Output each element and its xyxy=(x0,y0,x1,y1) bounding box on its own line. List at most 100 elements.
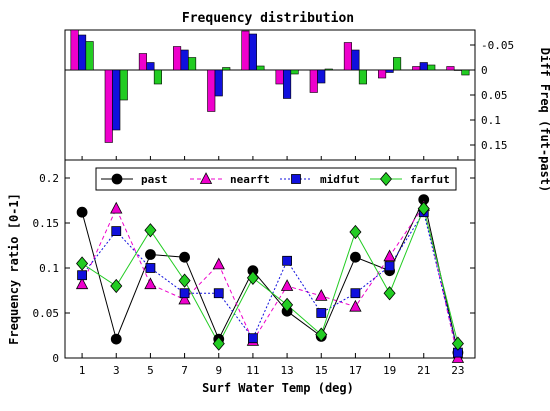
top-y-tick-label: 0 xyxy=(481,64,488,77)
point-midfut xyxy=(145,263,156,273)
point-past xyxy=(350,251,361,263)
point-farfut xyxy=(110,278,123,294)
point-midfut xyxy=(111,226,122,237)
legend-label-past: past xyxy=(141,173,168,186)
bottom-chart-x-axis-label: Surf Water Temp (deg) xyxy=(202,381,354,395)
bottom-y-tick-label: 0.05 xyxy=(33,307,60,320)
point-midfut xyxy=(77,270,87,281)
point-nearft xyxy=(280,279,294,291)
bottom-y-tick-label: 0.2 xyxy=(39,172,59,185)
bar-farfut xyxy=(119,69,128,101)
bar-nearft xyxy=(378,69,387,79)
top-chart-y-axis-label: Diff Freq (fut-past) xyxy=(538,48,550,193)
bottom-x-tick-label: 21 xyxy=(417,364,430,377)
top-chart-title: Frequency distribution xyxy=(182,11,354,26)
bar-farfut xyxy=(85,41,94,71)
point-farfut xyxy=(246,270,259,286)
point-midfut xyxy=(316,308,327,318)
bar-farfut xyxy=(222,67,231,71)
point-midfut xyxy=(213,288,224,299)
series-line-past xyxy=(81,198,459,353)
bottom-plot-frame xyxy=(64,159,476,359)
bar-farfut xyxy=(256,65,265,71)
bar-farfut xyxy=(153,69,162,85)
legend: past nearft midfut farfut xyxy=(95,167,457,191)
legend-marker-past xyxy=(111,173,123,185)
bottom-x-tick-label: 1 xyxy=(79,364,86,377)
bar-midfut xyxy=(419,62,428,71)
bar-nearft xyxy=(309,69,318,93)
bottom-x-tick-label: 19 xyxy=(383,364,396,377)
legend-marker-nearft xyxy=(199,172,213,184)
point-farfut xyxy=(178,273,191,288)
bar-midfut xyxy=(317,69,326,84)
bar-midfut xyxy=(351,49,360,71)
bar-nearft xyxy=(343,42,352,71)
point-farfut xyxy=(281,297,294,313)
bottom-y-tick-label: 0.15 xyxy=(33,217,60,230)
series-line-nearft xyxy=(81,204,459,359)
bar-nearft xyxy=(446,66,455,71)
point-farfut xyxy=(144,223,157,238)
bar-nearft xyxy=(412,66,421,71)
top-y-tick-label: 0.15 xyxy=(481,139,508,152)
top-y-tick-label: -0.05 xyxy=(481,39,514,52)
bar-midfut xyxy=(283,69,292,99)
bar-farfut xyxy=(188,57,197,71)
bar-farfut xyxy=(290,69,299,75)
bottom-x-tick-label: 17 xyxy=(349,364,362,377)
point-midfut xyxy=(384,261,395,272)
bottom-x-tick-label: 15 xyxy=(315,364,328,377)
point-farfut xyxy=(76,256,89,271)
bottom-y-tick-label: 0.1 xyxy=(39,262,59,275)
bottom-y-tick-label: 0 xyxy=(52,352,59,365)
point-nearft xyxy=(315,289,328,301)
bottom-x-tick-label: 13 xyxy=(280,364,293,377)
bar-nearft xyxy=(138,53,147,71)
point-farfut xyxy=(417,201,430,216)
point-past xyxy=(179,251,190,263)
legend-marker-farfut xyxy=(379,171,393,187)
bar-farfut xyxy=(427,64,436,71)
bar-farfut xyxy=(324,68,333,71)
bar-midfut xyxy=(248,33,257,71)
bar-midfut xyxy=(146,62,155,71)
legend-label-midfut: midfut xyxy=(320,173,360,186)
bottom-x-tick-label: 3 xyxy=(113,364,120,377)
top-y-tick-label: 0.05 xyxy=(481,89,508,102)
point-farfut xyxy=(349,224,362,240)
point-nearft xyxy=(110,201,123,214)
bar-nearft xyxy=(241,30,250,71)
bottom-x-tick-label: 9 xyxy=(215,364,222,377)
bar-nearft xyxy=(207,69,216,112)
bar-nearft xyxy=(104,69,113,143)
point-farfut xyxy=(315,327,328,342)
point-nearft xyxy=(144,277,157,290)
bar-nearft xyxy=(173,46,182,71)
point-nearft xyxy=(349,299,362,312)
bar-farfut xyxy=(393,57,402,71)
bar-midfut xyxy=(112,69,121,131)
bar-nearft xyxy=(275,69,284,85)
point-midfut xyxy=(350,288,361,299)
point-past xyxy=(145,249,156,260)
legend-box xyxy=(95,167,457,191)
bar-midfut xyxy=(78,34,87,71)
bar-midfut xyxy=(214,69,223,97)
bar-farfut xyxy=(461,69,470,76)
point-midfut xyxy=(248,333,258,344)
bar-midfut xyxy=(180,49,189,71)
point-nearft xyxy=(75,277,89,290)
bar-midfut xyxy=(385,69,394,73)
bar-nearft xyxy=(70,29,79,71)
bottom-x-tick-label: 7 xyxy=(181,364,188,377)
point-past xyxy=(76,206,88,218)
bottom-x-tick-label: 5 xyxy=(147,364,154,377)
legend-label-nearft: nearft xyxy=(230,173,270,186)
bottom-x-tick-label: 11 xyxy=(246,364,259,377)
point-nearft xyxy=(212,257,225,270)
point-past xyxy=(110,333,122,345)
bottom-line-plot: 00.050.10.150.21 3 5 7 9 11 13 15 17 19 21 23 xyxy=(33,159,476,377)
